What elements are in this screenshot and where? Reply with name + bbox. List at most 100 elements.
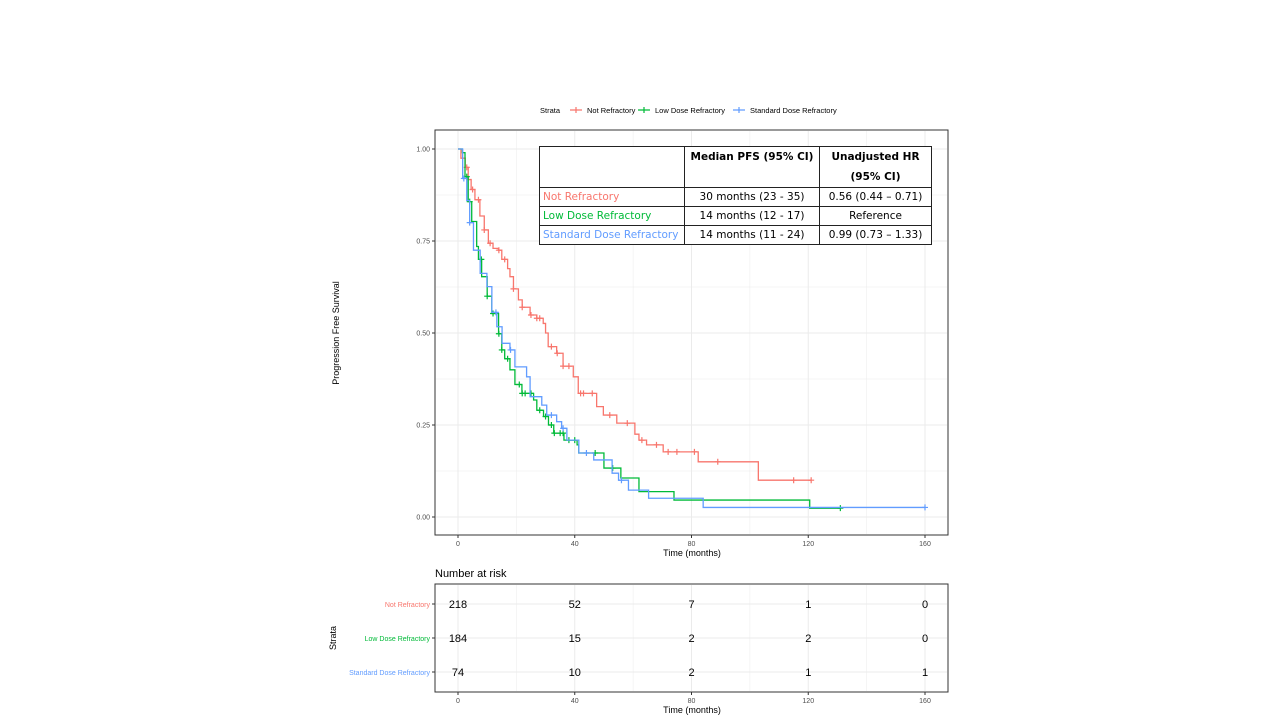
y-tick-label: 0.25 bbox=[416, 423, 430, 430]
risk-value: 2 bbox=[805, 633, 811, 645]
legend-item-label: Standard Dose Refractory bbox=[750, 106, 837, 115]
summary-row-hr: 0.99 (0.73 – 1.33) bbox=[819, 225, 932, 245]
censor-mark bbox=[536, 407, 543, 414]
censor-mark bbox=[527, 390, 534, 397]
km-series-not-refractory bbox=[458, 148, 815, 484]
summary-row-median: 14 months (12 - 17) bbox=[684, 206, 820, 226]
censor-mark bbox=[495, 247, 502, 254]
censor-mark bbox=[653, 441, 660, 448]
censor-mark bbox=[606, 412, 613, 419]
x-tick-label: 0 bbox=[456, 541, 460, 548]
km-series-standard-dose-refractory bbox=[458, 148, 928, 511]
y-tick-label: 0.75 bbox=[416, 239, 430, 246]
summary-row-label: Not Refractory bbox=[539, 187, 685, 207]
risk-value: 1 bbox=[805, 667, 811, 679]
summary-header-row: Median PFS (95% CI) Unadjusted HR (95% CI… bbox=[539, 146, 932, 188]
risk-x-tick-label: 120 bbox=[802, 698, 814, 705]
censor-mark bbox=[481, 226, 488, 233]
risk-value: 0 bbox=[922, 599, 928, 611]
risk-x-tick-label: 40 bbox=[571, 698, 579, 705]
risk-table-title: Number at risk bbox=[435, 568, 507, 580]
censor-mark bbox=[714, 458, 721, 465]
summary-header-hr: Unadjusted HR (95% CI) bbox=[819, 146, 932, 188]
legend: Strata Not Refractory Low Dose Refractory… bbox=[540, 106, 837, 115]
summary-row-median: 14 months (11 - 24) bbox=[684, 225, 820, 245]
summary-header-median: Median PFS (95% CI) bbox=[684, 146, 820, 188]
summary-header-hr-line2: (95% CI) bbox=[850, 171, 901, 183]
censor-mark bbox=[507, 346, 514, 353]
summary-row-label: Standard Dose Refractory bbox=[539, 225, 685, 245]
risk-x-tick-label: 0 bbox=[456, 698, 460, 705]
y-tick-label: 1.00 bbox=[416, 147, 430, 154]
legend-item-label: Not Refractory bbox=[587, 106, 636, 115]
risk-x-axis-label: Time (months) bbox=[663, 705, 721, 715]
censor-mark bbox=[565, 363, 572, 370]
risk-value: 218 bbox=[449, 599, 467, 611]
censor-mark bbox=[492, 309, 499, 316]
y-axis-label: Progression Free Survival bbox=[331, 281, 341, 385]
censor-mark bbox=[548, 343, 555, 350]
censor-mark bbox=[673, 448, 680, 455]
km-curve bbox=[458, 148, 925, 509]
risk-value: 15 bbox=[569, 633, 581, 645]
censor-mark bbox=[589, 390, 596, 397]
x-tick-label: 120 bbox=[802, 541, 814, 548]
summary-table: Median PFS (95% CI) Unadjusted HR (95% CI… bbox=[539, 146, 932, 245]
censor-mark bbox=[548, 412, 555, 419]
censor-mark bbox=[790, 477, 797, 484]
summary-row: Low Dose Refractory 14 months (12 - 17) … bbox=[539, 206, 932, 226]
censor-mark bbox=[475, 196, 482, 203]
censor-mark bbox=[551, 430, 558, 437]
risk-value: 1 bbox=[922, 667, 928, 679]
censor-mark bbox=[510, 285, 517, 292]
x-tick-label: 160 bbox=[919, 541, 931, 548]
risk-row-label: Low Dose Refractory bbox=[365, 636, 431, 643]
risk-row-label: Not Refractory bbox=[385, 602, 431, 609]
risk-x-tick-label: 80 bbox=[688, 698, 696, 705]
censor-mark bbox=[808, 477, 815, 484]
censor-mark bbox=[580, 390, 587, 397]
y-tick-label: 0.00 bbox=[416, 515, 430, 522]
censor-mark bbox=[460, 175, 467, 182]
risk-value: 1 bbox=[805, 599, 811, 611]
risk-x-tick-label: 160 bbox=[919, 698, 931, 705]
censor-mark bbox=[487, 240, 494, 247]
censor-mark bbox=[484, 293, 491, 300]
censor-mark bbox=[516, 381, 523, 388]
censor-mark bbox=[466, 219, 473, 226]
risk-value: 52 bbox=[569, 599, 581, 611]
risk-row-label: Standard Dose Refractory bbox=[349, 670, 430, 677]
summary-header-blank bbox=[539, 146, 685, 188]
x-axis-label: Time (months) bbox=[663, 548, 721, 558]
legend-title: Strata bbox=[540, 106, 561, 115]
censor-mark bbox=[504, 355, 511, 362]
censor-mark bbox=[501, 256, 508, 263]
x-tick-label: 80 bbox=[688, 541, 696, 548]
summary-row: Standard Dose Refractory 14 months (11 -… bbox=[539, 225, 932, 245]
censor-mark bbox=[522, 390, 529, 397]
censor-mark bbox=[519, 304, 526, 311]
censor-mark bbox=[560, 363, 567, 370]
censor-mark bbox=[583, 449, 590, 456]
summary-row-median: 30 months (23 - 35) bbox=[684, 187, 820, 207]
risk-value: 2 bbox=[688, 667, 694, 679]
censor-mark bbox=[624, 420, 631, 427]
risk-value: 0 bbox=[922, 633, 928, 645]
censor-mark bbox=[478, 256, 485, 263]
summary-row-hr: Reference bbox=[819, 206, 932, 226]
censor-mark bbox=[638, 437, 645, 444]
legend-key-icon bbox=[638, 107, 650, 113]
y-tick-label: 0.50 bbox=[416, 331, 430, 338]
censor-mark bbox=[922, 504, 928, 511]
censor-mark bbox=[490, 310, 497, 317]
censor-mark bbox=[527, 311, 534, 318]
legend-item-label: Low Dose Refractory bbox=[655, 106, 725, 115]
censor-mark bbox=[554, 350, 561, 357]
risk-value: 2 bbox=[688, 633, 694, 645]
censor-mark bbox=[837, 505, 844, 512]
summary-row-hr: 0.56 (0.44 – 0.71) bbox=[819, 187, 932, 207]
censor-mark bbox=[495, 330, 502, 337]
summary-row: Not Refractory 30 months (23 - 35) 0.56 … bbox=[539, 187, 932, 207]
risk-y-axis-label: Strata bbox=[328, 626, 338, 650]
